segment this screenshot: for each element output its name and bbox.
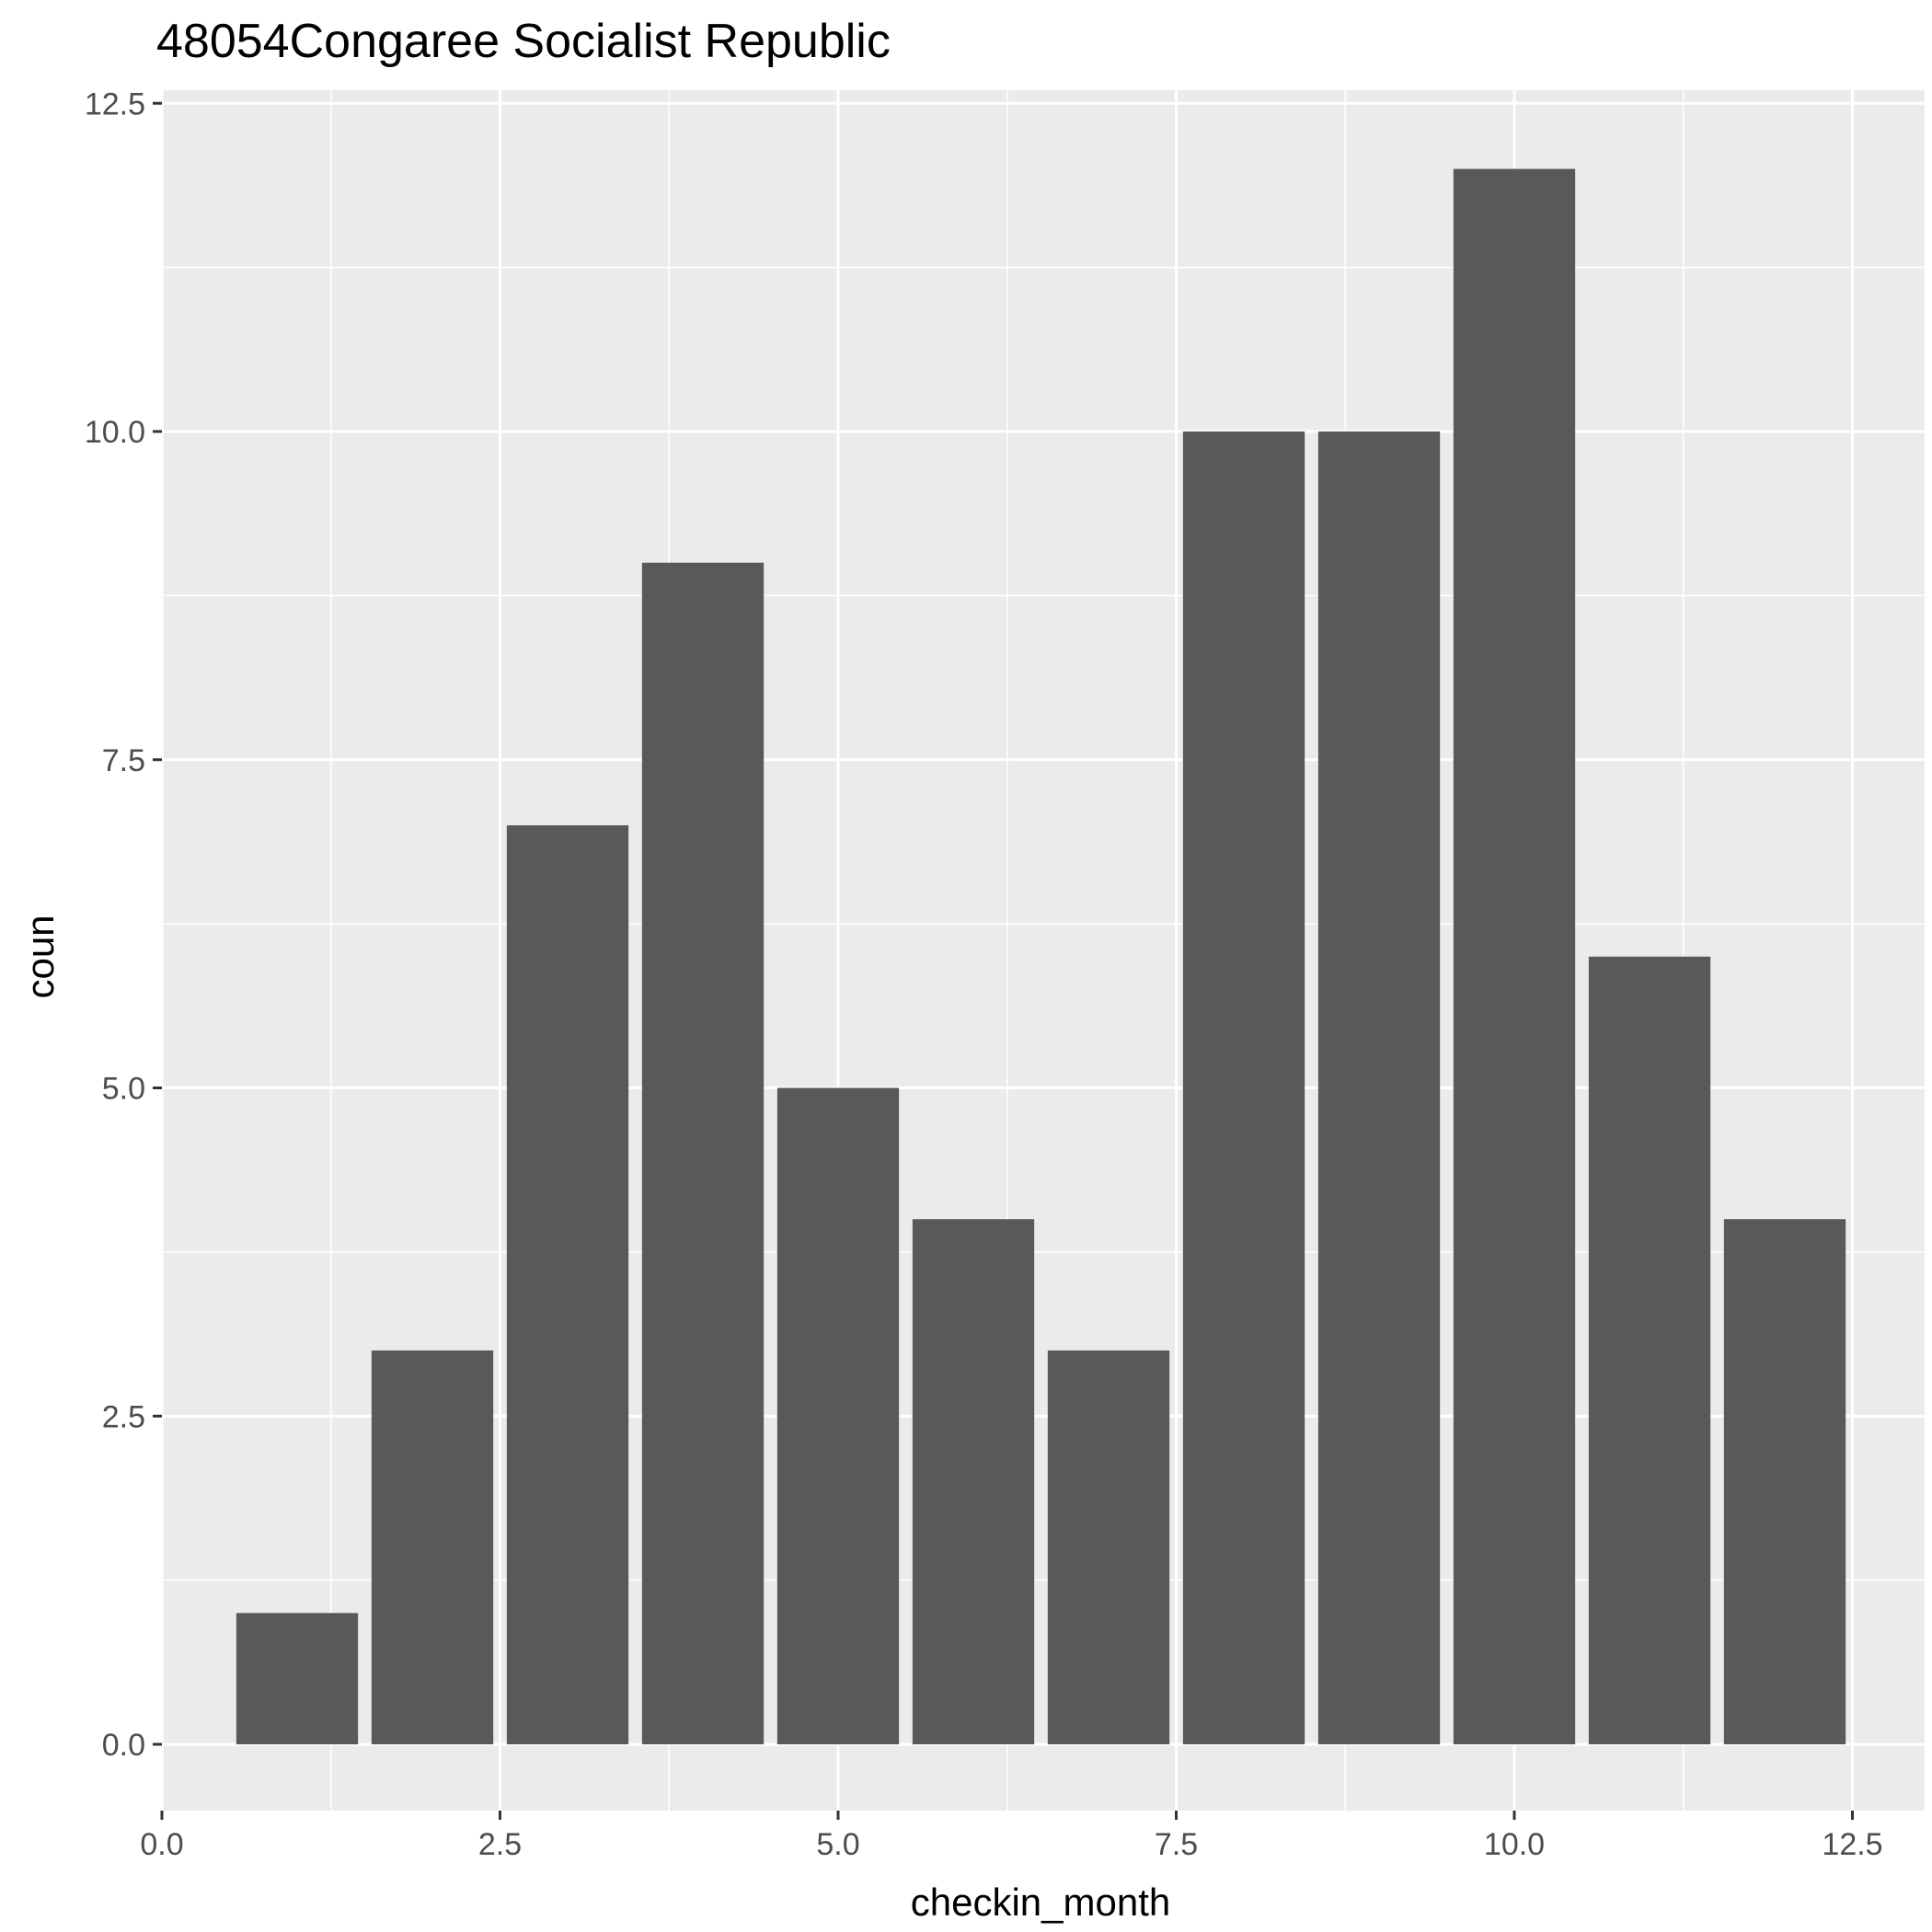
x-tick-label: 7.5 [1155, 1827, 1198, 1862]
y-tick-label: 7.5 [102, 743, 145, 778]
y-axis-title: coun [18, 914, 62, 998]
chart-title: 48054Congaree Socialist Republic [156, 15, 891, 68]
bar [1182, 431, 1305, 1744]
bar [1047, 1350, 1170, 1744]
x-tick-label: 12.5 [1822, 1827, 1882, 1862]
bar [1317, 431, 1441, 1744]
y-tick-label: 12.5 [85, 86, 145, 121]
x-tick-label: 5.0 [816, 1827, 859, 1862]
bar [1588, 956, 1711, 1744]
x-axis-ticks: 0.0 2.5 5.0 7.5 10.0 12.5 [140, 1811, 1883, 1862]
y-tick-label: 0.0 [102, 1728, 145, 1763]
x-tick-label: 10.0 [1484, 1827, 1545, 1862]
y-tick-label: 5.0 [102, 1072, 145, 1107]
y-tick-label: 10.0 [85, 415, 145, 450]
bar [641, 562, 765, 1745]
y-axis-ticks: 0.0 2.5 5.0 7.5 10.0 12.5 [85, 86, 162, 1763]
x-axis-title: checkin_month [911, 1880, 1171, 1924]
bar [236, 1613, 359, 1744]
x-tick-label: 0.0 [140, 1827, 183, 1862]
bar [506, 825, 629, 1744]
x-tick-label: 2.5 [478, 1827, 522, 1862]
bar [912, 1219, 1035, 1744]
bars [236, 168, 1846, 1745]
bar [1723, 1219, 1846, 1744]
y-tick-label: 2.5 [102, 1399, 145, 1434]
bar [1453, 168, 1576, 1745]
bar [776, 1087, 900, 1744]
bar [371, 1350, 494, 1744]
